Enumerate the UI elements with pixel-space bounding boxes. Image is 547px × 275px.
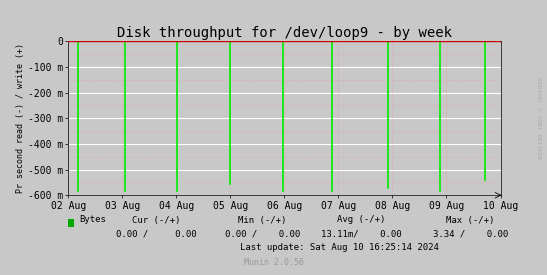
Text: Cur (-/+): Cur (-/+) xyxy=(132,216,180,224)
Text: 0.00 /     0.00: 0.00 / 0.00 xyxy=(115,229,196,238)
Y-axis label: Pr second read (-) / write (+): Pr second read (-) / write (+) xyxy=(16,43,25,193)
Text: RRDTOOL / TOBI OETIKER: RRDTOOL / TOBI OETIKER xyxy=(536,77,542,160)
Text: Munin 2.0.56: Munin 2.0.56 xyxy=(243,258,304,267)
Text: 3.34 /    0.00: 3.34 / 0.00 xyxy=(433,229,508,238)
Text: 13.11m/    0.00: 13.11m/ 0.00 xyxy=(321,229,401,238)
Text: Last update: Sat Aug 10 16:25:14 2024: Last update: Sat Aug 10 16:25:14 2024 xyxy=(240,243,439,252)
Text: Min (-/+): Min (-/+) xyxy=(238,216,287,224)
Text: Bytes: Bytes xyxy=(79,216,106,224)
Text: Avg (-/+): Avg (-/+) xyxy=(337,216,385,224)
Title: Disk throughput for /dev/loop9 - by week: Disk throughput for /dev/loop9 - by week xyxy=(117,26,452,40)
Text: Max (-/+): Max (-/+) xyxy=(446,216,494,224)
Text: 0.00 /    0.00: 0.00 / 0.00 xyxy=(225,229,300,238)
